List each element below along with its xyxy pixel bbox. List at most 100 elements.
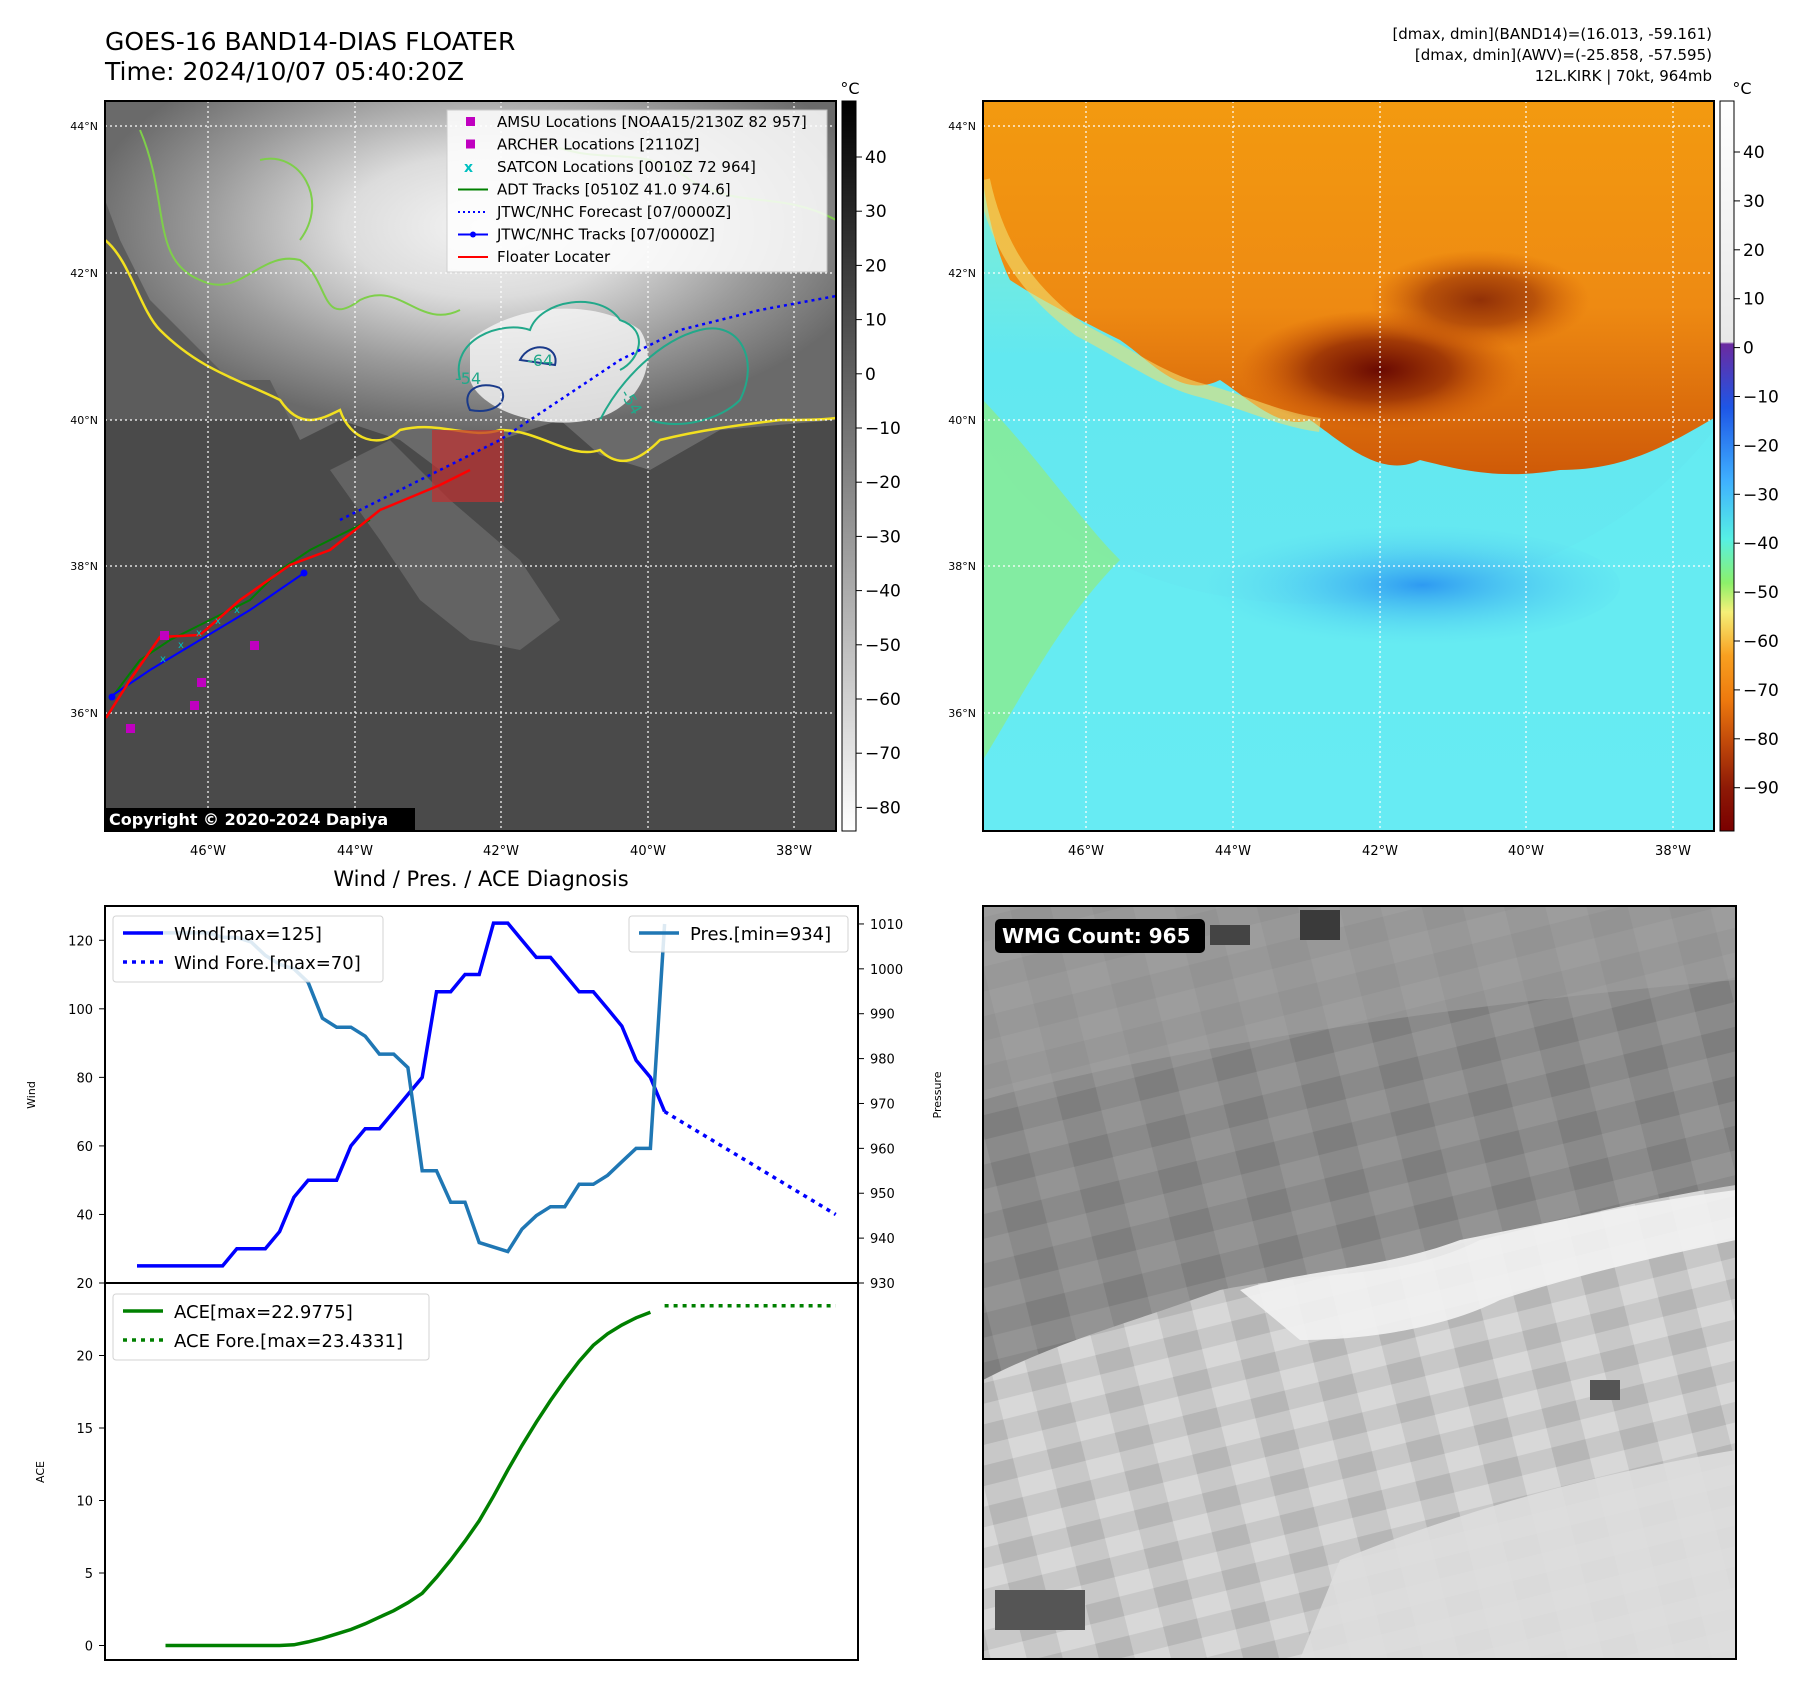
lon-label: 42°W	[1362, 844, 1398, 859]
ace-ytick-label: 5	[85, 1567, 93, 1582]
wmg-label: WMG Count: 965	[1002, 924, 1191, 948]
wind-ytick-label: 120	[68, 934, 93, 949]
colorbar-tick-label: 40	[1743, 143, 1765, 163]
ace-ytick-label: 10	[76, 1495, 93, 1510]
colorbar-tick-label: −30	[1743, 485, 1779, 505]
legend-label: ARCHER Locations [2110Z]	[497, 136, 700, 154]
colorbar-tick-label: −10	[865, 419, 901, 439]
amsu-markers	[126, 631, 259, 733]
lat-label: 44°N	[948, 120, 976, 133]
figure-title: GOES-16 BAND14-DIAS FLOATER	[105, 27, 515, 56]
colorbar-tick-label: −30	[865, 527, 901, 547]
colorbar-tick-label: −40	[865, 582, 901, 602]
pres-legend-box	[628, 915, 849, 953]
colorbar-tick-label: −40	[1743, 534, 1779, 554]
lon-label: 38°W	[776, 844, 812, 859]
ace-ytick-label: 20	[76, 1350, 93, 1365]
legend-label: ADT Tracks [0510Z 41.0 974.6]	[497, 181, 731, 199]
colorbar-tick-label: −90	[1743, 779, 1779, 799]
colorbar-tick-label: −50	[865, 636, 901, 656]
wv-green-band	[983, 400, 1120, 760]
copyright-text: Copyright © 2020-2024 Dapiya	[109, 810, 388, 829]
wmg-frame	[982, 905, 1737, 1660]
wind-ytick-label: 80	[76, 1071, 93, 1086]
colorbar-tick-label: 40	[865, 148, 887, 168]
colorbar-tick-label: 0	[865, 365, 876, 385]
ace-axis-label: ACE	[34, 1461, 47, 1483]
ace-legend-box	[112, 1293, 430, 1361]
legend-entry: JTWC/NHC Tracks [07/0000Z]	[458, 226, 715, 244]
wmg-dark-block	[1210, 925, 1250, 945]
wmg-dark-block	[995, 1590, 1085, 1630]
jtwc-track-point	[300, 569, 308, 577]
pressure-ytick-label: 1000	[870, 963, 903, 978]
wmg-panel: WMG Count: 965	[982, 905, 1737, 1660]
wind-ytick-label: 60	[76, 1140, 93, 1155]
wind-forecast-line	[663, 1110, 837, 1216]
floater-box	[432, 430, 504, 502]
wv-lon-labels: 46°W 44°W 42°W 40°W 38°W	[1068, 844, 1691, 859]
ace-legend-label: ACE[max=22.9775]	[174, 1302, 353, 1323]
lon-label: 46°W	[1068, 844, 1104, 859]
figure-time: Time: 2024/10/07 05:40:20Z	[104, 57, 464, 86]
colorbar-tick-label: −60	[865, 690, 901, 710]
wv-lon-gridlines	[1085, 101, 1674, 831]
pressure-ytick-label: 950	[870, 1187, 895, 1202]
stats-awv: [dmax, dmin](AWV)=(-25.858, -57.595)	[1415, 46, 1712, 64]
lon-label: 40°W	[1508, 844, 1544, 859]
colorbar-tick-label: 0	[1743, 339, 1754, 359]
legend-label: JTWC/NHC Tracks [07/0000Z]	[496, 226, 715, 244]
svg-text:x: x	[160, 654, 166, 665]
colorbar-tick-label: 30	[865, 202, 887, 222]
wv-lat-labels: 44°N 42°N 40°N 38°N 36°N	[948, 120, 976, 720]
pres-legend-label: Pres.[min=934]	[690, 924, 831, 945]
wmg-white-streak	[1240, 1190, 1736, 1340]
map-legend: AMSU Locations [NOAA15/2130Z 82 957] ARCH…	[458, 113, 807, 266]
colorbar-tick-label: −80	[865, 798, 901, 818]
colorbar-tick-label: −50	[1743, 583, 1779, 603]
svg-text:x: x	[196, 628, 202, 639]
pressure-ytick-label: 960	[870, 1142, 895, 1157]
ace-series-line	[165, 1310, 652, 1648]
colorbar-tick-label: 20	[865, 256, 887, 276]
wmg-dark-block	[1300, 910, 1340, 940]
ace-ytick-label: 0	[85, 1640, 93, 1655]
legend-square-marker	[466, 117, 475, 126]
lat-label: 44°N	[70, 120, 98, 133]
map-lat-labels: 44°N 42°N 40°N 38°N 36°N	[70, 120, 98, 720]
colorbar-tick-label: −10	[1743, 388, 1779, 408]
legend-entry: JTWC/NHC Forecast [07/0000Z]	[458, 203, 731, 221]
jtwc-track	[109, 572, 305, 698]
jtwc-forecast-track	[339, 294, 836, 522]
pressure-ytick-label: 980	[870, 1053, 895, 1068]
wind-legend-box	[112, 915, 384, 983]
colorbar-tick-label: 30	[1743, 192, 1765, 212]
lon-label: 38°W	[1655, 844, 1691, 859]
lat-label: 36°N	[70, 707, 98, 720]
legend-entry: Floater Locater	[458, 248, 611, 266]
copyright-box	[105, 808, 415, 830]
colorbar-tick-label: −60	[1743, 632, 1779, 652]
pressure-axis-label: Pressure	[931, 1071, 944, 1118]
yellow-contour	[105, 239, 836, 462]
contour-label: -64	[527, 351, 553, 370]
wv-moist-shield	[983, 101, 1714, 475]
contour-label: -54	[455, 369, 481, 388]
pressure-ytick-label: 1010	[870, 918, 903, 933]
map-legend-box	[446, 109, 828, 273]
legend-entry: x SATCON Locations [0010Z 72 964]	[464, 158, 756, 176]
lat-label: 38°N	[948, 560, 976, 573]
diagnosis-title: Wind / Pres. / ACE Diagnosis	[333, 867, 628, 891]
ace-ytick-label: 15	[76, 1422, 93, 1437]
svg-text:x: x	[234, 605, 240, 616]
lat-label: 36°N	[948, 707, 976, 720]
lon-label: 46°W	[190, 844, 226, 859]
wind-axis-label: Wind	[25, 1081, 38, 1109]
lon-label: 42°W	[483, 844, 519, 859]
ace-fore-legend-label: ACE Fore.[max=23.4331]	[174, 1331, 403, 1352]
color-colorbar-unit: °C	[1732, 79, 1751, 98]
wv-lat-gridlines	[983, 125, 1714, 714]
colorbar-tick-label: 10	[1743, 290, 1765, 310]
colorbar-tick-label: 10	[865, 311, 887, 331]
ir-map-frame	[104, 100, 837, 832]
